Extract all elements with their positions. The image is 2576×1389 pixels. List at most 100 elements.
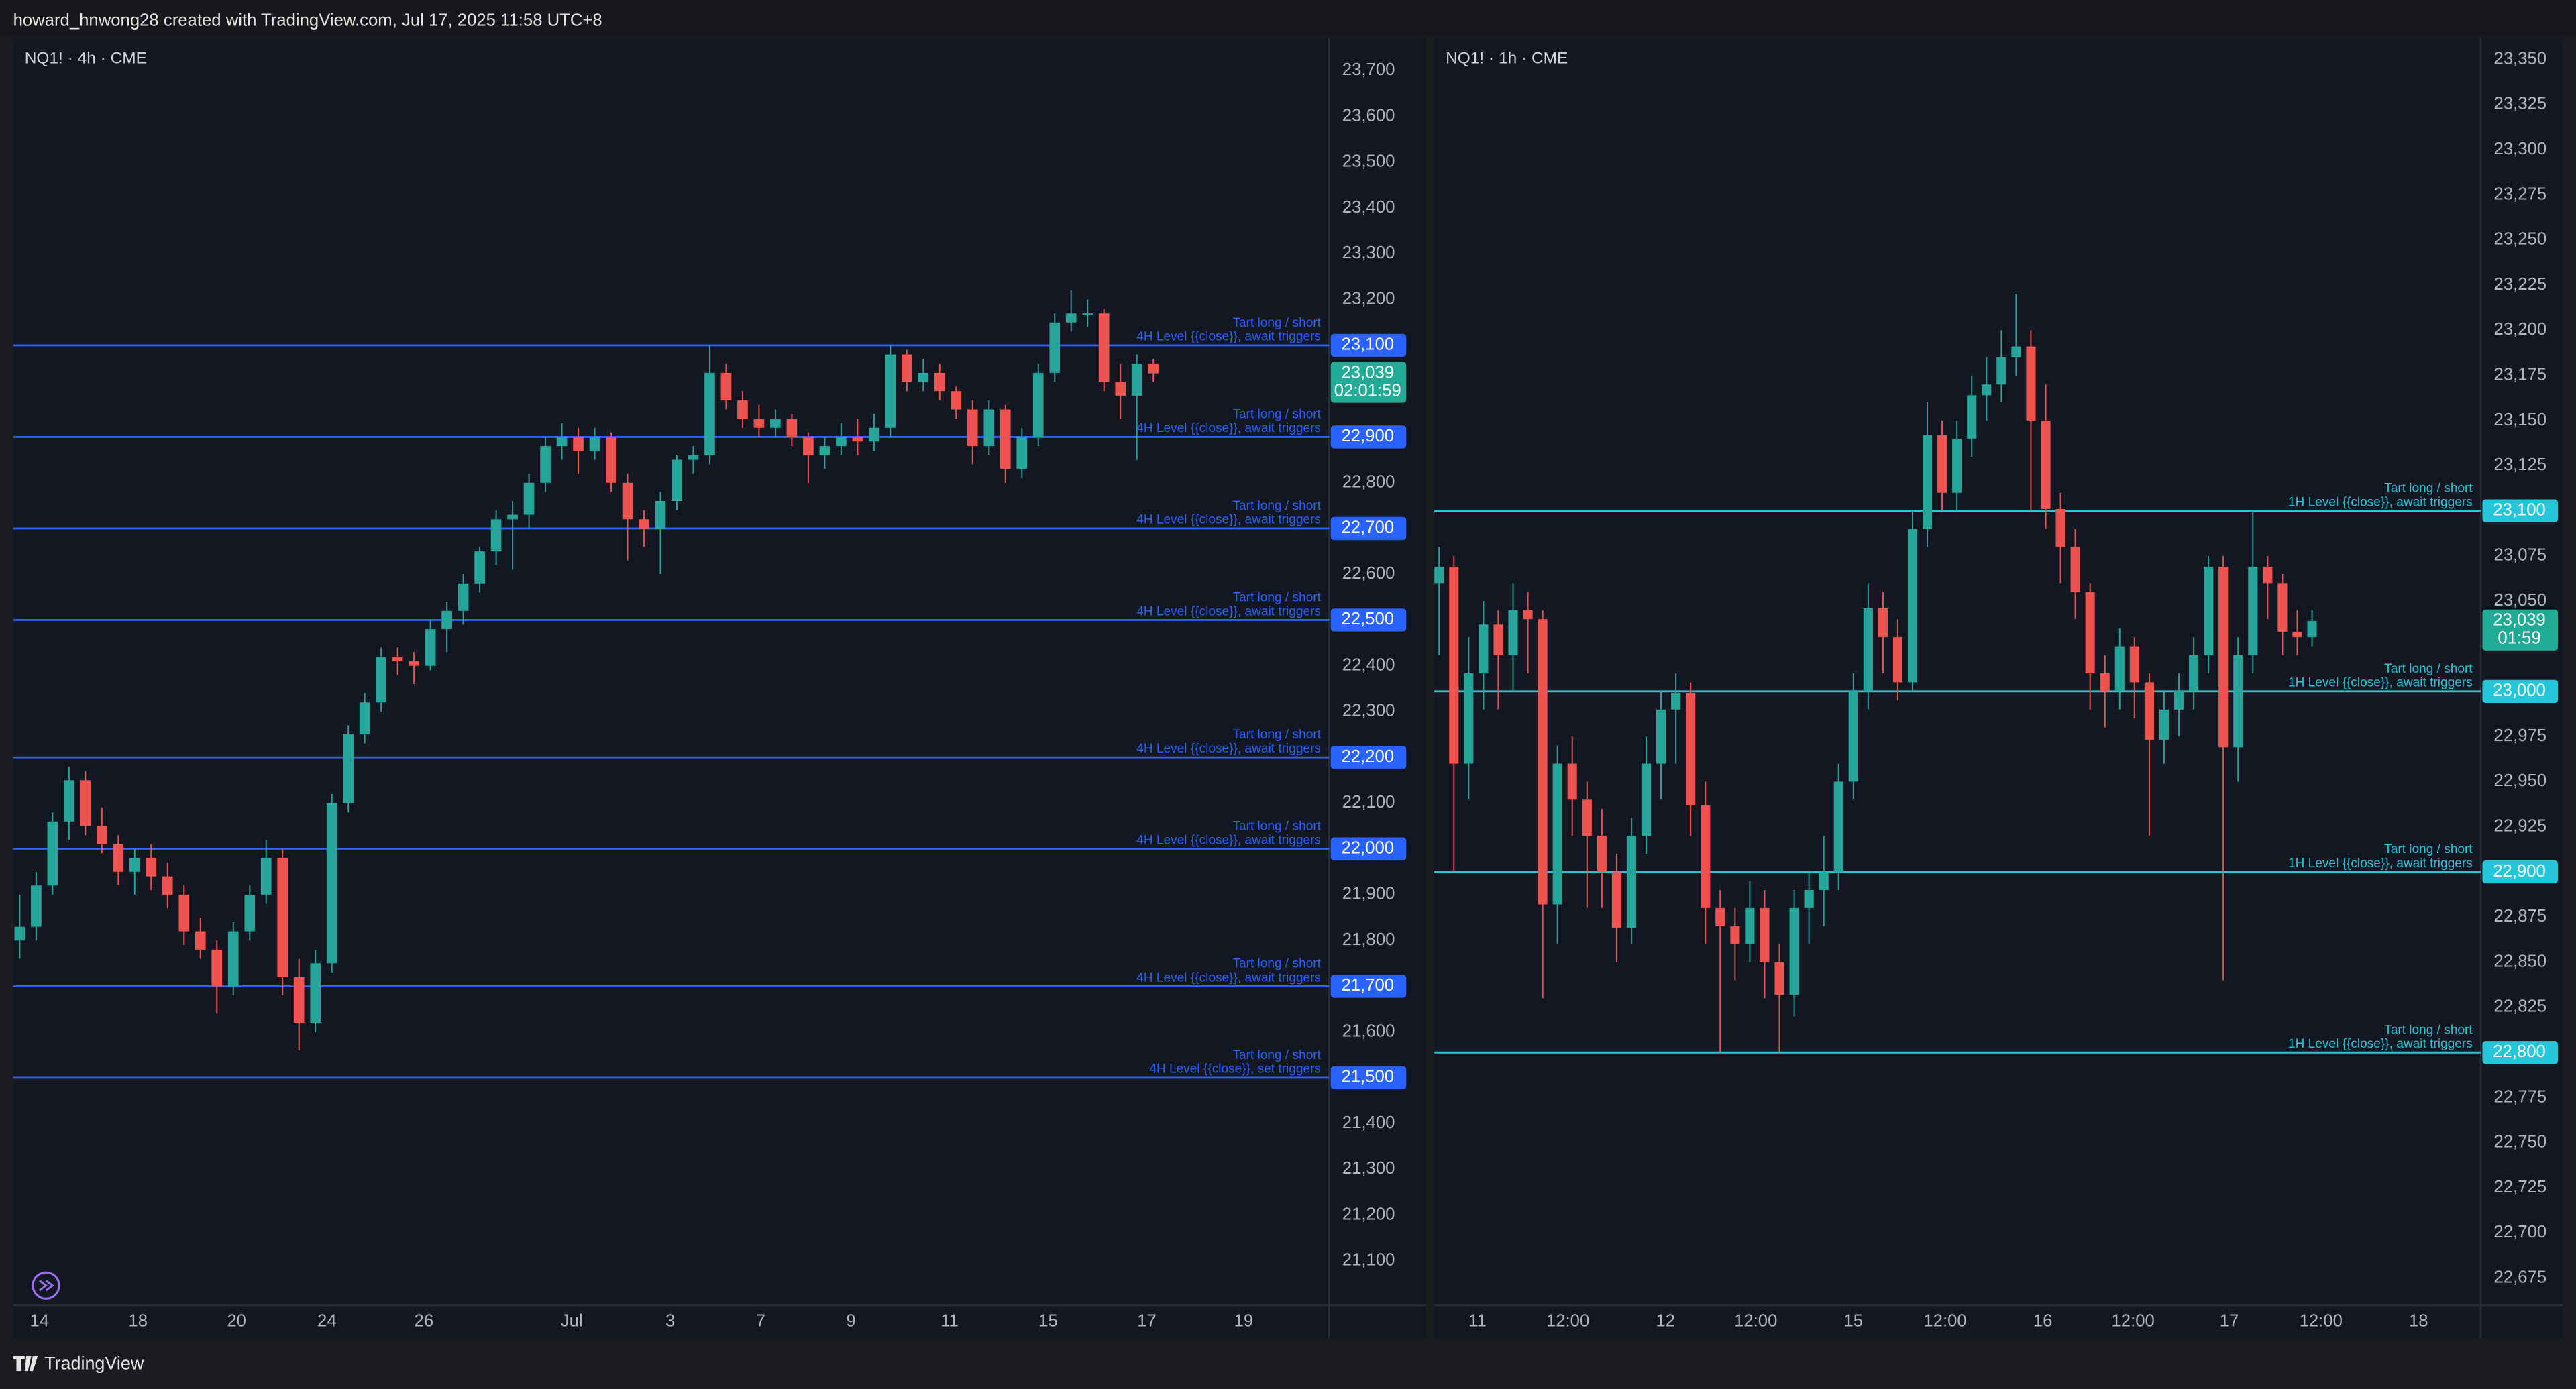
y-tick-label: 23,600	[1342, 106, 1395, 125]
candle-body	[918, 372, 929, 382]
candle-body	[1000, 409, 1011, 469]
x-tick-label: 18	[2409, 1311, 2428, 1330]
candle-body	[1597, 836, 1607, 873]
x-tick-label: 15	[1844, 1311, 1864, 1330]
level-price-label	[1330, 837, 1407, 860]
candle-body	[146, 858, 157, 877]
x-tick-label: 15	[1038, 1311, 1058, 1330]
level-price-text: 23,000	[2493, 681, 2546, 700]
candle-body	[1804, 889, 1814, 908]
candle-body	[2307, 620, 2317, 638]
y-tick-label: 23,200	[2494, 320, 2547, 339]
y-tick-label: 22,825	[2494, 997, 2547, 1016]
candle-body	[1479, 624, 1489, 673]
candle-body	[2204, 567, 2214, 655]
candle-body	[1715, 907, 1725, 926]
candle-body	[2026, 346, 2036, 421]
level-note: 4H Level {{close}}, await triggers	[1136, 742, 1321, 756]
candle-body	[2292, 632, 2302, 638]
y-tick-label: 23,275	[2494, 184, 2547, 203]
candle-body	[2248, 567, 2258, 655]
candle-body	[326, 803, 337, 964]
level-note: Tart long / short	[1232, 407, 1321, 421]
level-note: Tart long / short	[1232, 820, 1321, 834]
candle-body	[129, 858, 140, 872]
y-tick-label: 22,100	[1342, 793, 1395, 812]
level-price-text: 22,900	[2493, 862, 2546, 881]
candle-body	[2085, 592, 2095, 673]
chart-title: NQ1! · 4h · CME	[25, 50, 147, 68]
candle-body	[2129, 646, 2139, 683]
level-note: 4H Level {{close}}, await triggers	[1136, 421, 1321, 435]
candle-body	[803, 437, 814, 455]
x-tick-label: 3	[665, 1311, 675, 1330]
y-tick-label: 21,900	[1342, 885, 1395, 903]
y-tick-label: 22,400	[1342, 655, 1395, 674]
candle-body	[260, 858, 272, 895]
candle-body	[819, 446, 830, 455]
level-price-text: 21,700	[1341, 976, 1394, 995]
level-note: 1H Level {{close}}, await triggers	[2288, 856, 2473, 871]
candle-body	[720, 372, 732, 400]
candle-body	[211, 949, 223, 987]
panel-right	[1434, 38, 2563, 1339]
candle-body	[2100, 673, 2110, 691]
candle-body	[392, 657, 403, 661]
candle-body	[2114, 646, 2125, 691]
candle-body	[1863, 608, 1873, 691]
y-tick-label: 23,325	[2494, 95, 2547, 113]
candle-body	[704, 372, 715, 455]
top-bar	[0, 0, 2576, 36]
y-tick-label: 23,175	[2494, 366, 2547, 384]
x-tick-label: 14	[30, 1311, 49, 1330]
candle-body	[2011, 346, 2021, 357]
x-tick-label: 19	[1234, 1311, 1254, 1330]
y-tick-label: 22,925	[2494, 817, 2547, 836]
candle-body	[1082, 313, 1093, 315]
level-price-label	[1330, 608, 1407, 632]
level-note: 1H Level {{close}}, await triggers	[2288, 495, 2473, 509]
candle-body	[1449, 567, 1459, 764]
level-price-label	[1330, 516, 1407, 541]
level-note: Tart long / short	[1232, 1048, 1321, 1062]
candle-body	[1774, 962, 1784, 995]
candle-body	[1148, 364, 1159, 374]
level-price-text: 22,500	[1341, 610, 1394, 628]
brand-logo	[13, 1356, 38, 1372]
candle-body	[983, 409, 995, 447]
candle-body	[1508, 610, 1518, 655]
candle-body	[1789, 907, 1799, 995]
candle-body	[2144, 682, 2154, 740]
level-note: Tart long / short	[1232, 956, 1321, 970]
x-tick-label: 17	[2220, 1311, 2239, 1330]
replay-icon-glyph	[38, 1280, 54, 1292]
candle-body	[343, 734, 354, 803]
level-note: Tart long / short	[2384, 482, 2473, 496]
candle-body	[852, 437, 863, 442]
candle-body	[1923, 435, 1933, 529]
candle-body	[1833, 781, 1843, 873]
x-tick-label: 12:00	[1546, 1311, 1589, 1330]
candle-body	[1016, 437, 1028, 469]
candle-body	[1730, 926, 1740, 944]
x-tick-label: 7	[756, 1311, 765, 1330]
level-note: 4H Level {{close}}, await triggers	[1136, 970, 1321, 985]
y-tick-label: 22,800	[1342, 472, 1395, 491]
x-tick-label: 12:00	[1734, 1311, 1777, 1330]
level-price-text: 22,900	[1341, 427, 1394, 445]
y-tick-label: 22,750	[2494, 1133, 2547, 1152]
candle-body	[786, 419, 798, 437]
y-tick-label: 23,400	[1342, 198, 1395, 217]
candle-body	[474, 551, 485, 584]
candle-body	[2189, 655, 2199, 691]
y-tick-label: 22,975	[2494, 726, 2547, 745]
candle-body	[1686, 693, 1696, 805]
candle-body	[967, 409, 978, 447]
candle-body	[2041, 421, 2051, 509]
panel-left	[13, 38, 1426, 1339]
candle-body	[1967, 395, 1977, 439]
replay-icon[interactable]	[32, 1271, 60, 1300]
candle-body	[770, 419, 781, 428]
level-price-label	[2482, 1041, 2559, 1064]
level-note: Tart long / short	[1232, 728, 1321, 742]
